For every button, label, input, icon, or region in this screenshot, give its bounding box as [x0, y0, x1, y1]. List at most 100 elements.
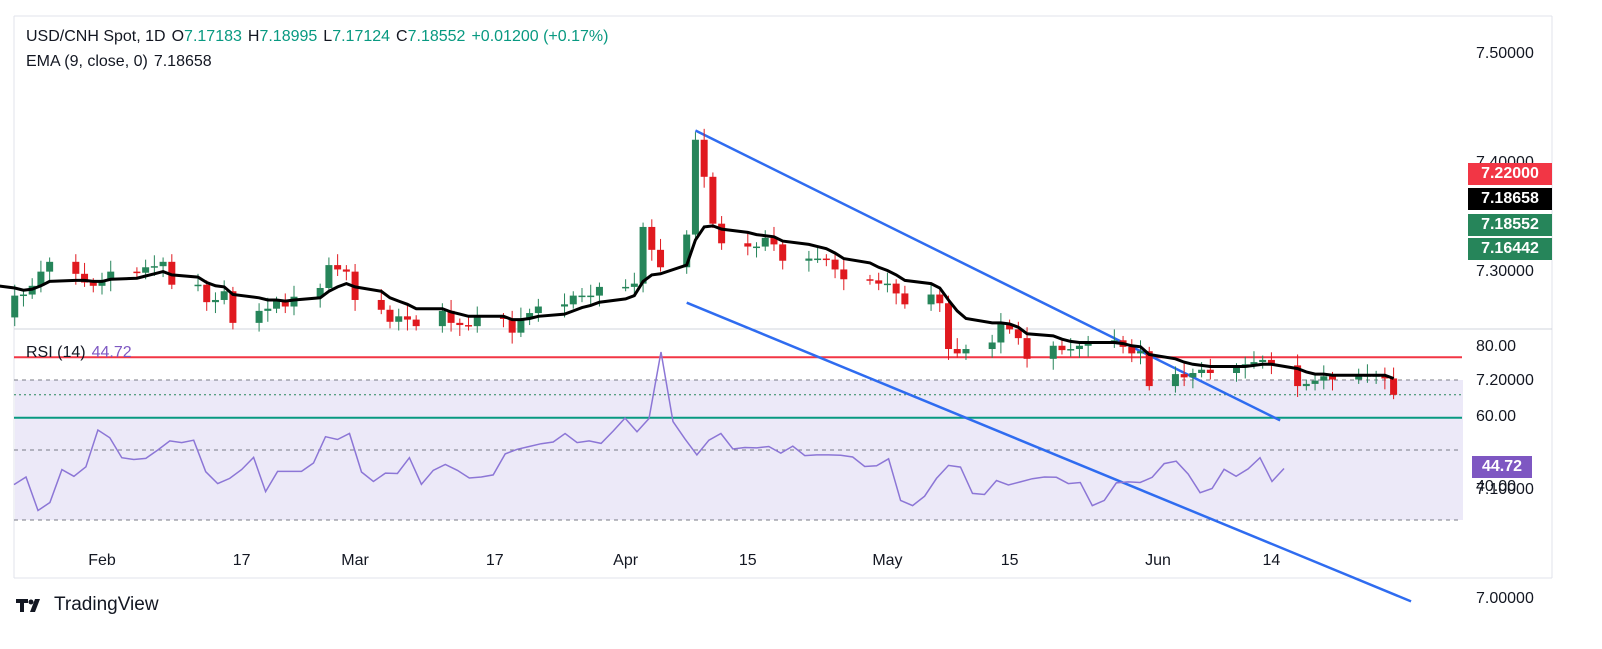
- last-price-tag: 7.18552: [1468, 214, 1552, 236]
- candle-body: [840, 269, 848, 280]
- candle-body: [1145, 351, 1153, 387]
- legend-low-label: L: [323, 28, 333, 45]
- time-tick-label: Jun: [1145, 552, 1171, 569]
- candle-body: [587, 295, 595, 298]
- candle-body: [1137, 351, 1145, 354]
- candle-body: [395, 316, 403, 322]
- ema-price-tag: 7.18658: [1468, 188, 1552, 210]
- candle-body: [473, 317, 481, 327]
- candle-body: [1355, 376, 1363, 380]
- candle-body: [255, 310, 263, 323]
- candle-body: [1329, 376, 1337, 380]
- candle-body: [997, 323, 1005, 343]
- candle-body: [831, 259, 839, 270]
- candle-body: [1311, 380, 1319, 384]
- candle-body: [953, 349, 961, 354]
- time-tick-label: 17: [233, 552, 251, 569]
- candle-body: [1171, 374, 1179, 387]
- horizontal-levels-layer: [14, 356, 1462, 419]
- candle-body: [988, 342, 996, 350]
- candle-body: [281, 301, 289, 307]
- candle-body: [962, 349, 970, 354]
- price-tick-label: 7.00000: [1476, 590, 1534, 607]
- candle-body: [595, 286, 603, 296]
- legend-high-label: H: [247, 28, 260, 45]
- candle-body: [901, 293, 909, 305]
- candle-body: [220, 291, 228, 300]
- rsi-legend: RSI (14) 44.72: [26, 344, 132, 362]
- legend-low-value: 7.17124: [332, 28, 391, 45]
- candle-body: [1267, 359, 1275, 366]
- candle-body: [569, 295, 577, 305]
- channel-upper-line: [694, 129, 1281, 422]
- candle-body: [107, 271, 115, 281]
- candle-body: [526, 313, 534, 319]
- candle-body: [709, 176, 717, 224]
- ema-label: EMA (9, close, 0): [26, 53, 148, 70]
- candle-body: [892, 283, 900, 294]
- legend-open-label: O: [171, 28, 185, 45]
- rsi-tick-label: 80.00: [1476, 338, 1516, 355]
- legend-symbol: USD/CNH Spot, 1D: [26, 28, 166, 45]
- time-tick-label: 15: [739, 552, 757, 569]
- candle-body: [822, 258, 830, 261]
- candle-body: [1198, 369, 1206, 374]
- candle-body: [814, 258, 822, 261]
- time-tick-label: 14: [1263, 552, 1281, 569]
- candle-body: [1381, 375, 1389, 379]
- time-tick-label: Mar: [341, 552, 369, 569]
- price-tick-label: 7.30000: [1476, 263, 1534, 280]
- candle-body: [700, 139, 708, 177]
- candles-layer: [11, 128, 1398, 400]
- candle-body: [316, 287, 324, 297]
- candle-body: [168, 261, 176, 285]
- candle-body: [325, 265, 333, 288]
- candle-body: [622, 286, 630, 289]
- time-tick-label: 17: [486, 552, 504, 569]
- rsi-axis: 80.00 60.00 40.00: [1476, 338, 1516, 495]
- ema-layer: [0, 224, 1395, 380]
- candle-body: [264, 308, 272, 311]
- price-legend: USD/CNH Spot, 1D O7.17183 H7.18995 L7.17124…: [26, 28, 614, 46]
- candle-body: [1259, 359, 1267, 363]
- candle-body: [753, 246, 761, 249]
- candle-body: [578, 295, 586, 298]
- candle-body: [133, 271, 141, 274]
- candle-body: [89, 282, 97, 286]
- candle-body: [72, 261, 80, 274]
- rsi-tick-label: 40.00: [1476, 478, 1516, 495]
- tradingview-logo-icon: [16, 599, 40, 612]
- time-tick-label: Feb: [88, 552, 116, 569]
- candle-body: [761, 237, 769, 247]
- time-tick-label: Apr: [613, 552, 639, 569]
- trend-channel-layer: [686, 129, 1412, 603]
- candle-body: [1023, 338, 1031, 359]
- candle-body: [11, 295, 19, 318]
- candle-body: [150, 266, 158, 268]
- candle-body: [386, 309, 394, 322]
- rsi-tick-label: 60.00: [1476, 408, 1516, 425]
- legend-change: +0.01200 (+0.17%): [471, 28, 609, 45]
- candle-body: [770, 237, 778, 245]
- legend-close-label: C: [396, 28, 408, 45]
- tradingview-logo: TradingView: [16, 594, 159, 616]
- candle-body: [1233, 367, 1241, 374]
- candle-body: [98, 280, 106, 286]
- candle-body: [1189, 373, 1197, 378]
- candle-body: [875, 280, 883, 284]
- candle-body: [447, 310, 455, 323]
- candle-body: [805, 258, 813, 261]
- candle-body: [1067, 349, 1075, 351]
- candle-body: [273, 301, 281, 309]
- candle-body: [561, 304, 569, 307]
- candle-body: [1014, 329, 1022, 339]
- candle-body: [1294, 365, 1302, 387]
- candle-body: [945, 303, 953, 350]
- tradingview-brand-name: TradingView: [54, 594, 159, 615]
- candle-body: [37, 271, 45, 286]
- candle-body: [229, 291, 237, 323]
- candle-body: [159, 261, 167, 267]
- legend-high-value: 7.18995: [259, 28, 318, 45]
- candle-body: [744, 243, 752, 247]
- candle-body: [142, 267, 150, 273]
